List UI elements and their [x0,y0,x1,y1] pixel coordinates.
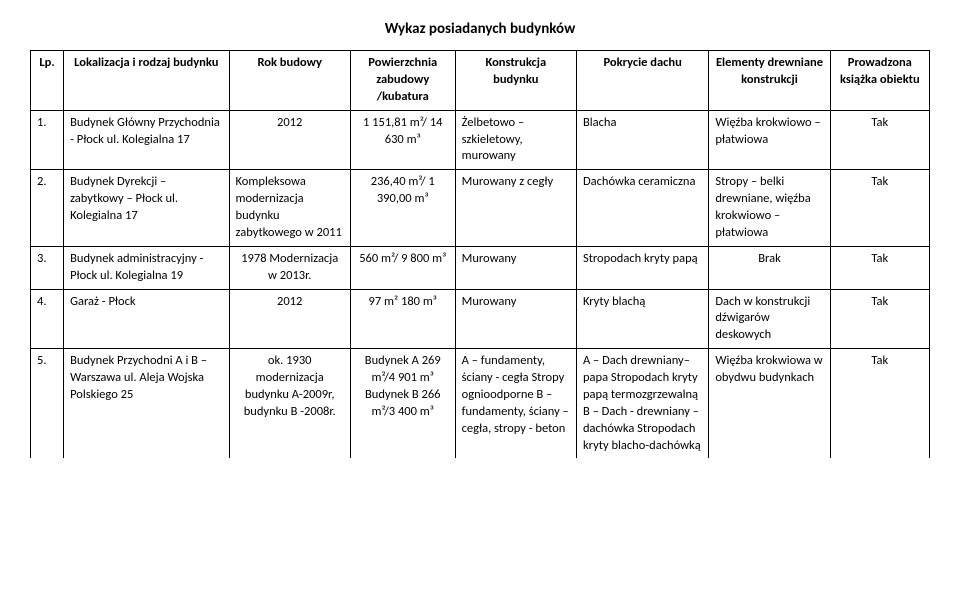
cell-roof: Stropodach kryty papą [576,246,708,289]
cell-con: Murowany z cegły [455,170,576,247]
cell-lp: 3. [31,246,64,289]
cell-book: Tak [830,110,929,170]
cell-area: 97 m² 180 m³ [350,289,455,349]
col-roof: Pokrycie dachu [576,51,708,111]
table-row: 5. Budynek Przychodni A i B – Warszawa u… [31,349,930,459]
table-row: 4. Garaż - Płock 2012 97 m² 180 m³ Murow… [31,289,930,349]
cell-roof: Kryty blachą [576,289,708,349]
table-row: 2. Budynek Dyrekcji – zabytkowy – Płock … [31,170,930,247]
table-header-row: Lp. Lokalizacja i rodzaj budynku Rok bud… [31,51,930,111]
cell-con: Żelbetowo – szkieletowy, murowany [455,110,576,170]
buildings-table: Lp. Lokalizacja i rodzaj budynku Rok bud… [30,50,930,458]
cell-roof: Blacha [576,110,708,170]
cell-lp: 4. [31,289,64,349]
cell-wood: Więźba krokwiowo – płatwiowa [709,110,830,170]
cell-book: Tak [830,349,929,459]
cell-book: Tak [830,170,929,247]
cell-con: A – fundamenty, ściany - cegła Stropy og… [455,349,576,459]
cell-wood: Więźba krokwiowa w obydwu budynkach [709,349,830,459]
table-row: 3. Budynek administracyjny - Płock ul. K… [31,246,930,289]
col-loc: Lokalizacja i rodzaj budynku [64,51,229,111]
cell-roof: A – Dach drewniany– papa Stropodach kryt… [576,349,708,459]
cell-year: Kompleksowa modernizacja budynku zabytko… [229,170,350,247]
col-year: Rok budowy [229,51,350,111]
cell-book: Tak [830,289,929,349]
cell-con: Murowany [455,289,576,349]
cell-year: 2012 [229,289,350,349]
cell-area: 560 m²/ 9 800 m³ [350,246,455,289]
cell-wood: Brak [709,246,830,289]
cell-wood: Dach w konstrukcji dźwigarów deskowych [709,289,830,349]
cell-loc: Budynek Przychodni A i B – Warszawa ul. … [64,349,229,459]
cell-book: Tak [830,246,929,289]
cell-area: 236,40 m²/ 1 390,00 m³ [350,170,455,247]
col-book: Prowadzona książka obiektu [830,51,929,111]
cell-year: 1978 Modernizacja w 2013r. [229,246,350,289]
col-area: Powierzchnia zabudowy /kubatura [350,51,455,111]
cell-loc: Budynek Główny Przychodnia - Płock ul. K… [64,110,229,170]
cell-loc: Garaż - Płock [64,289,229,349]
cell-lp: 5. [31,349,64,459]
cell-year: ok. 1930 modernizacja budynku A-2009r, b… [229,349,350,459]
table-row: 1. Budynek Główny Przychodnia - Płock ul… [31,110,930,170]
cell-year: 2012 [229,110,350,170]
col-wood: Elementy drewniane konstrukcji [709,51,830,111]
cell-roof: Dachówka ceramiczna [576,170,708,247]
cell-lp: 1. [31,110,64,170]
cell-loc: Budynek administracyjny - Płock ul. Kole… [64,246,229,289]
col-lp: Lp. [31,51,64,111]
col-con: Konstrukcja budynku [455,51,576,111]
cell-lp: 2. [31,170,64,247]
cell-area: 1 151,81 m²/ 14 630 m³ [350,110,455,170]
cell-loc: Budynek Dyrekcji – zabytkowy – Płock ul.… [64,170,229,247]
cell-wood: Stropy – belki drewniane, więźba krokwio… [709,170,830,247]
page-title: Wykaz posiadanych budynków [30,20,930,38]
cell-con: Murowany [455,246,576,289]
cell-area: Budynek A 269 m²/4 901 m³ Budynek B 266 … [350,349,455,459]
